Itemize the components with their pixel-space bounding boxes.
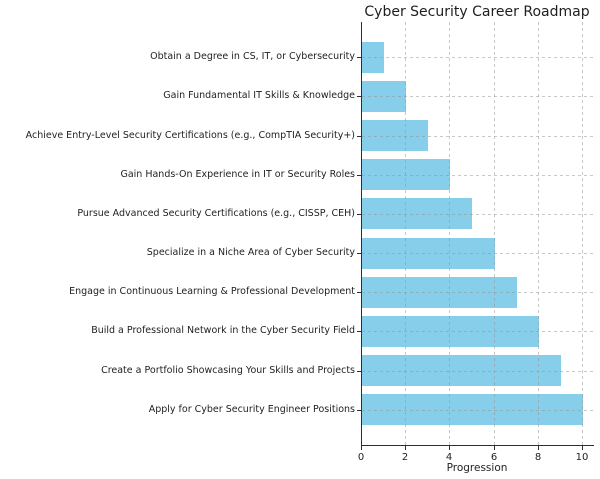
gridline-vertical bbox=[582, 22, 583, 445]
y-tick-mark bbox=[357, 214, 361, 215]
y-tick-mark bbox=[357, 371, 361, 372]
category-label: Build a Professional Network in the Cybe… bbox=[91, 325, 355, 336]
gridline-vertical bbox=[538, 22, 539, 445]
y-tick-mark bbox=[357, 175, 361, 176]
x-tick-mark bbox=[582, 446, 583, 450]
x-tick-mark bbox=[361, 446, 362, 450]
x-tick-mark bbox=[449, 446, 450, 450]
y-tick-mark bbox=[357, 57, 361, 58]
category-label: Obtain a Degree in CS, IT, or Cybersecur… bbox=[150, 51, 355, 62]
gridline-horizontal bbox=[362, 136, 594, 137]
x-tick-label: 4 bbox=[445, 452, 453, 463]
bar bbox=[362, 120, 428, 151]
gridline-horizontal bbox=[362, 410, 594, 411]
y-tick-mark bbox=[357, 292, 361, 293]
plot-area bbox=[361, 22, 594, 446]
gridline-vertical bbox=[449, 22, 450, 445]
category-label: Gain Fundamental IT Skills & Knowledge bbox=[163, 90, 355, 101]
bar bbox=[362, 198, 472, 229]
category-label: Engage in Continuous Learning & Professi… bbox=[69, 286, 355, 297]
category-label: Gain Hands-On Experience in IT or Securi… bbox=[120, 169, 355, 180]
x-tick-mark bbox=[538, 446, 539, 450]
gridline-horizontal bbox=[362, 253, 594, 254]
x-tick-label: 0 bbox=[357, 452, 365, 463]
gridline-horizontal bbox=[362, 292, 594, 293]
category-label: Pursue Advanced Security Certifications … bbox=[77, 208, 355, 219]
gridline-vertical bbox=[494, 22, 495, 445]
x-tick-label: 6 bbox=[490, 452, 498, 463]
category-label: Apply for Cyber Security Engineer Positi… bbox=[148, 404, 355, 415]
gridline-horizontal bbox=[362, 96, 594, 97]
y-tick-mark bbox=[357, 96, 361, 97]
gridline-horizontal bbox=[362, 331, 594, 332]
bar bbox=[362, 355, 561, 386]
bar bbox=[362, 394, 583, 425]
category-label: Achieve Entry-Level Security Certificati… bbox=[25, 130, 355, 141]
x-tick-label: 10 bbox=[575, 452, 589, 463]
bar bbox=[362, 159, 450, 190]
x-tick-mark bbox=[494, 446, 495, 450]
gridline-horizontal bbox=[362, 214, 594, 215]
y-tick-mark bbox=[357, 410, 361, 411]
y-tick-mark bbox=[357, 136, 361, 137]
chart-title: Cyber Security Career Roadmap bbox=[364, 4, 590, 20]
gridline-horizontal bbox=[362, 175, 594, 176]
y-tick-mark bbox=[357, 331, 361, 332]
x-axis-title: Progression bbox=[446, 462, 508, 474]
x-tick-label: 2 bbox=[401, 452, 409, 463]
category-label: Create a Portfolio Showcasing Your Skill… bbox=[101, 365, 355, 376]
x-tick-mark bbox=[405, 446, 406, 450]
gridline-horizontal bbox=[362, 371, 594, 372]
x-tick-label: 8 bbox=[534, 452, 542, 463]
gridline-horizontal bbox=[362, 57, 594, 58]
y-tick-mark bbox=[357, 253, 361, 254]
category-label: Specialize in a Niche Area of Cyber Secu… bbox=[146, 247, 355, 258]
gridline-vertical bbox=[405, 22, 406, 445]
